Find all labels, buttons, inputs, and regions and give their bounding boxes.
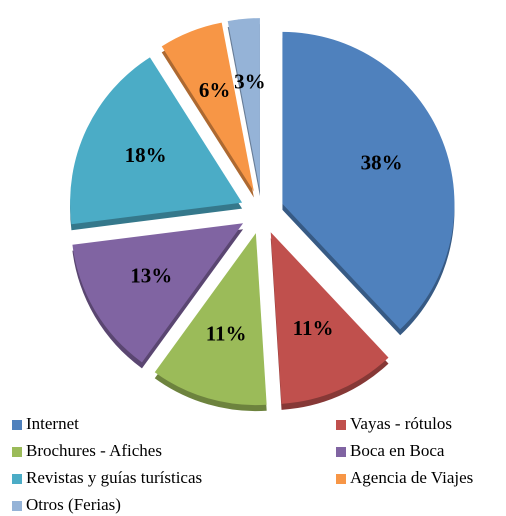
slice [270,232,389,404]
data-label: 38% [361,150,403,174]
slice [154,233,267,406]
legend-label: Boca en Boca [350,441,445,460]
slice [161,22,254,192]
legend-label: Otros (Ferias) [26,495,121,514]
data-label: 6% [199,78,231,102]
legend-label: Revistas y guías turísticas [26,468,202,487]
legend-swatch [12,447,22,457]
legend-label: Vayas - rótulos [350,414,452,433]
legend-swatch [336,420,346,430]
legend-label: Agencia de Viajes [350,468,473,487]
data-label: 13% [130,263,172,287]
legend-swatch [336,474,346,484]
slice [72,223,244,363]
data-label: 18% [125,143,167,167]
data-label: 11% [293,316,334,340]
legend-swatch [12,501,22,511]
legend-swatch [12,420,22,430]
data-label: 11% [206,321,247,345]
legend-label: Internet [26,414,79,433]
data-label: 3% [234,70,266,94]
legend-swatch [12,474,22,484]
legend-label: Brochures - Afiches [26,441,162,460]
legend-swatch [336,447,346,457]
slice [282,31,455,330]
slice [227,18,260,191]
slice [70,57,243,225]
